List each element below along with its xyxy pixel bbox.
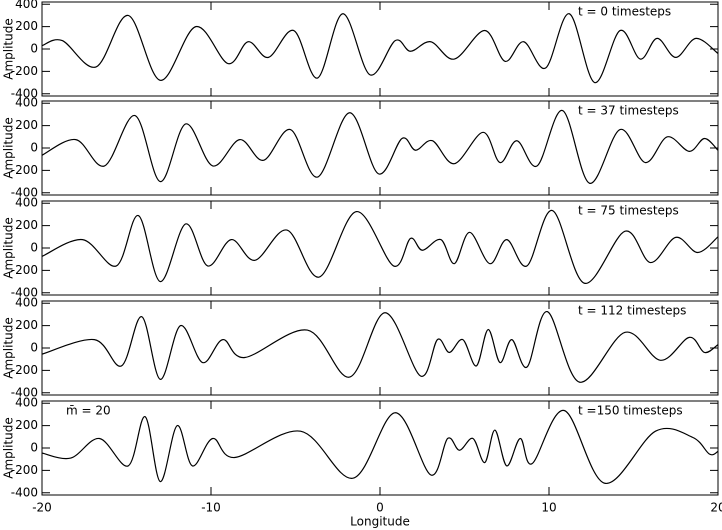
data-line	[42, 13, 718, 84]
y-tick-label: 400	[15, 196, 38, 210]
y-tick-label: -200	[11, 163, 38, 177]
y-axis-label: Amplitude	[2, 117, 16, 179]
x-tick-label: -10	[201, 501, 221, 515]
x-tick-label: 0	[376, 501, 384, 515]
data-line	[42, 311, 718, 383]
y-tick-label: 0	[30, 341, 38, 355]
x-tick-label: -20	[32, 501, 52, 515]
y-tick-label: 200	[15, 19, 38, 33]
frame	[41, 100, 719, 196]
y-tick-label: 200	[15, 218, 38, 232]
y-tick-label: 0	[30, 441, 38, 455]
y-tick-label: -200	[11, 363, 38, 377]
annotation: t = 112 timesteps	[578, 304, 686, 318]
panel: -400 -200 0 200 400 Amplitude t = 75 timesteps	[2, 196, 719, 299]
x-tick-label: 20	[710, 501, 722, 515]
annotation: t = 75 timesteps	[578, 204, 679, 218]
panel: -400 -200 0 200 400 Amplitude t = 37 timesteps	[2, 96, 719, 199]
annotation: t =150 timesteps	[578, 404, 683, 418]
x-tick-label: 10	[541, 501, 556, 515]
y-tick-label: 200	[15, 418, 38, 432]
y-tick-label: -400	[11, 485, 38, 499]
y-tick-label: -400	[11, 385, 38, 399]
y-tick-label: -400	[11, 86, 38, 100]
y-tick-label: 400	[15, 96, 38, 110]
data-line	[42, 409, 718, 484]
y-axis-label: Amplitude	[2, 317, 16, 379]
y-axis-label: Amplitude	[2, 18, 16, 80]
y-tick-label: -200	[11, 64, 38, 78]
y-tick-label: 400	[15, 296, 38, 310]
y-tick-label: 200	[15, 118, 38, 132]
y-tick-label: 400	[15, 396, 38, 410]
y-tick-label: 0	[30, 42, 38, 56]
panel-label: m̄ = 20	[66, 404, 111, 418]
y-axis-label: Amplitude	[2, 217, 16, 279]
panel: -400 -200 0 200 400 Amplitude t = 112 timestep…	[2, 296, 719, 399]
y-tick-label: -400	[11, 185, 38, 199]
y-tick-label: 0	[30, 241, 38, 255]
data-line	[42, 109, 718, 184]
frame	[41, 200, 719, 296]
panel: -400 -200 0 200 400 -20 -10 0 10 20 Amplitude t =15…	[2, 396, 722, 529]
frame	[41, 300, 719, 396]
y-tick-label: -200	[11, 463, 38, 477]
y-tick-label: 200	[15, 318, 38, 332]
frame	[41, 1, 719, 97]
y-tick-label: 0	[30, 141, 38, 155]
panel: -400 -200 0 200 400 Amplitude t = 0 timesteps	[2, 0, 719, 100]
annotation: t = 0 timesteps	[578, 5, 671, 19]
y-tick-label: -200	[11, 263, 38, 277]
data-line	[42, 209, 718, 284]
annotation: t = 37 timesteps	[578, 104, 679, 118]
y-tick-label: 400	[15, 0, 38, 11]
y-axis-label: Amplitude	[2, 417, 16, 479]
x-axis-label: Longitude	[350, 515, 410, 529]
frame	[41, 400, 719, 496]
y-tick-label: -400	[11, 285, 38, 299]
